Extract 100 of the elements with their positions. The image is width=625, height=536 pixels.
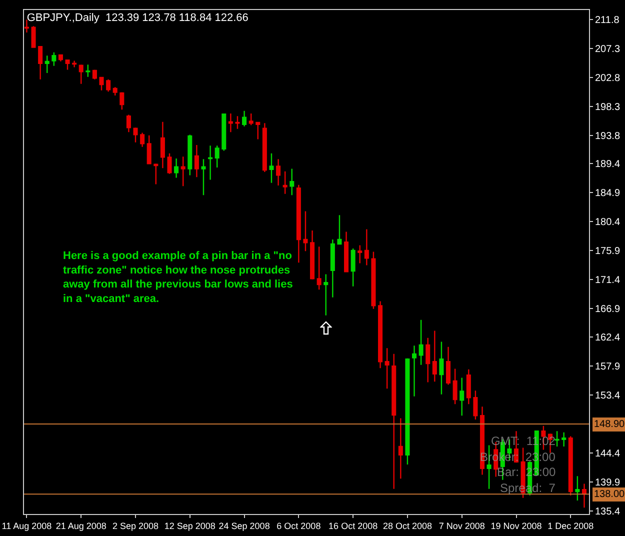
candlestick bbox=[126, 114, 131, 133]
candlestick bbox=[439, 341, 444, 396]
candlestick bbox=[554, 430, 560, 448]
candlestick bbox=[52, 52, 56, 67]
x-tick-label: 19 Nov 2008 bbox=[490, 520, 542, 531]
candlestick bbox=[371, 251, 376, 310]
candlestick bbox=[112, 86, 118, 96]
y-tick-label: 211.8 bbox=[595, 15, 620, 26]
candlestick bbox=[58, 54, 63, 62]
candlestick bbox=[405, 358, 410, 466]
y-tick-label: 189.4 bbox=[595, 159, 620, 170]
candlestick bbox=[276, 158, 281, 186]
candlestick bbox=[146, 134, 152, 164]
candlestick bbox=[466, 368, 471, 405]
candlestick bbox=[290, 168, 294, 196]
candlestick bbox=[473, 390, 478, 420]
y-tick-label: 202.8 bbox=[595, 73, 620, 84]
candlestick bbox=[222, 112, 226, 152]
candlestick bbox=[262, 122, 267, 173]
candlestick bbox=[378, 300, 383, 369]
x-tick-label: 1 Dec 2008 bbox=[548, 520, 594, 531]
candlestick bbox=[418, 319, 424, 366]
candlestick bbox=[398, 418, 403, 480]
candlestick bbox=[282, 170, 288, 194]
x-tick-label: 24 Sep 2008 bbox=[218, 520, 270, 531]
y-tick-label: 135.4 bbox=[595, 506, 620, 518]
y-tick-label: 207.3 bbox=[595, 44, 620, 56]
candlestick bbox=[384, 348, 390, 390]
candlestick bbox=[330, 238, 335, 298]
candlestick bbox=[38, 46, 43, 80]
candlestick bbox=[78, 64, 84, 85]
y-tick-label: 166.9 bbox=[595, 304, 620, 315]
candlestick bbox=[120, 92, 124, 110]
candlestick bbox=[86, 64, 90, 78]
candlestick bbox=[208, 145, 213, 180]
candlestick bbox=[358, 244, 362, 264]
candlestick bbox=[72, 60, 77, 68]
y-tick-label: 157.9 bbox=[595, 362, 620, 373]
candlestick bbox=[201, 158, 206, 196]
candlestick bbox=[446, 346, 451, 386]
candlestick bbox=[180, 156, 186, 187]
x-tick-label: 2 Sep 2008 bbox=[112, 520, 159, 531]
x-tick-label: 21 Aug 2008 bbox=[56, 520, 106, 531]
candlestick bbox=[167, 152, 172, 175]
candlestick bbox=[194, 144, 199, 178]
candlestick bbox=[235, 115, 240, 130]
candlestick bbox=[92, 69, 97, 80]
candlestick bbox=[242, 110, 247, 127]
candlestick bbox=[140, 132, 145, 148]
candlestick bbox=[344, 231, 349, 273]
candlestick bbox=[24, 19, 29, 34]
candlestick bbox=[337, 214, 342, 245]
candlestick bbox=[296, 184, 301, 264]
candlestick bbox=[228, 112, 233, 133]
y-tick-label: 175.9 bbox=[595, 246, 620, 257]
y-tick-label: 162.4 bbox=[595, 332, 620, 344]
x-tick-label: 16 Oct 2008 bbox=[328, 520, 378, 531]
candlestick bbox=[31, 25, 36, 49]
candlestick bbox=[412, 344, 417, 397]
candlestick bbox=[188, 134, 192, 176]
candlestick bbox=[364, 228, 369, 266]
x-tick-label: 11 Aug 2008 bbox=[2, 520, 52, 531]
candlestick bbox=[44, 55, 50, 74]
candlestick bbox=[214, 145, 220, 168]
y-tick-label: 139.9 bbox=[595, 477, 620, 488]
candlestick bbox=[324, 274, 328, 316]
candlestick bbox=[432, 330, 437, 382]
x-tick-label: 28 Oct 2008 bbox=[382, 520, 432, 531]
y-tick-label: 153.4 bbox=[595, 390, 620, 402]
y-tick-label: 180.4 bbox=[595, 217, 620, 228]
x-tick-label: 7 Nov 2008 bbox=[438, 520, 485, 531]
candlestick bbox=[350, 248, 356, 288]
y-tick-label: 193.8 bbox=[595, 130, 620, 142]
candlestick bbox=[99, 76, 104, 91]
candlestick bbox=[452, 368, 458, 405]
chart-title: GBPJPY.,Daily 123.39 123.78 118.84 122.66 bbox=[26, 12, 248, 24]
candlestick bbox=[392, 353, 396, 490]
candlestick bbox=[303, 210, 308, 252]
candlestick bbox=[248, 112, 254, 126]
x-tick-label: 6 Oct 2008 bbox=[276, 520, 321, 531]
candlestick bbox=[316, 246, 322, 290]
candlestick bbox=[426, 337, 430, 383]
candlestick bbox=[310, 230, 315, 280]
y-tick-label: 198.3 bbox=[595, 102, 620, 113]
y-tick-label: 171.4 bbox=[595, 274, 620, 286]
candlestick bbox=[269, 152, 274, 184]
x-tick-label: 12 Sep 2008 bbox=[164, 520, 216, 531]
candlestick bbox=[106, 78, 111, 92]
candlestick bbox=[160, 121, 165, 169]
candlestick bbox=[256, 121, 260, 140]
candlestick bbox=[174, 158, 179, 178]
candlestick bbox=[154, 163, 158, 185]
ref-line-label: 148.90 bbox=[594, 419, 625, 430]
candlestick bbox=[65, 58, 70, 70]
candlestick bbox=[133, 127, 138, 144]
candlestick bbox=[575, 475, 580, 502]
candlestick bbox=[582, 483, 587, 508]
candlestick bbox=[460, 377, 464, 416]
annotation: Here is a good example of a pin bar in a "no traffic zone" notice how the nose protrudes away from all the previous bar lows and lies in a "vacant" area. bbox=[63, 250, 293, 305]
candlestick bbox=[568, 436, 573, 496]
